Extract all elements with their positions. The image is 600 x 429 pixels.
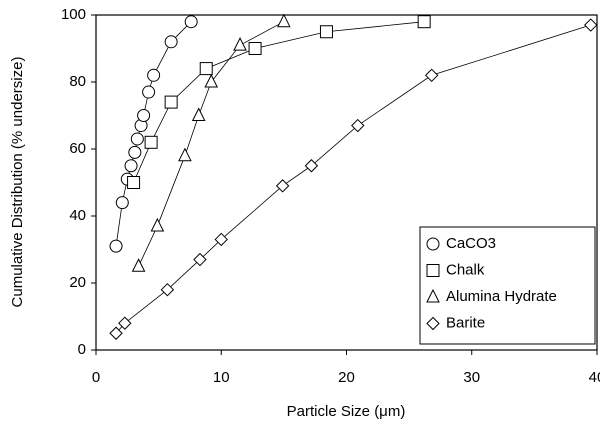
marker <box>424 68 439 83</box>
x-axis-title: Particle Size (μm) <box>287 403 406 420</box>
marker <box>142 85 156 99</box>
x-tick-label: 0 <box>92 369 100 386</box>
legend-label: Alumina Hydrate <box>446 288 557 305</box>
y-tick-label: 100 <box>61 6 86 23</box>
marker <box>277 13 291 28</box>
marker <box>204 73 219 88</box>
marker <box>115 196 129 210</box>
y-tick-label: 0 <box>78 341 86 358</box>
legend-marker <box>426 316 440 331</box>
marker <box>131 258 146 272</box>
series-line <box>115 21 192 247</box>
marker <box>118 316 132 330</box>
marker <box>304 159 319 173</box>
marker <box>248 42 262 55</box>
legend-box <box>419 226 596 345</box>
legend-label: Chalk <box>446 261 485 278</box>
marker <box>191 107 206 121</box>
marker <box>160 282 175 297</box>
marker <box>275 179 290 193</box>
legend-marker <box>426 237 440 251</box>
x-tick-label: 40 <box>589 369 600 386</box>
marker <box>130 132 144 146</box>
marker <box>184 15 198 29</box>
marker <box>584 18 598 32</box>
marker <box>164 95 178 109</box>
marker <box>319 25 333 39</box>
marker <box>144 135 158 149</box>
marker <box>147 68 161 82</box>
marker <box>351 118 365 133</box>
y-tick-label: 40 <box>69 207 86 224</box>
y-tick-label: 80 <box>69 73 86 90</box>
x-tick-label: 10 <box>213 369 230 386</box>
marker <box>137 109 151 122</box>
marker <box>233 37 247 51</box>
legend-marker <box>426 288 440 303</box>
marker <box>124 159 138 173</box>
y-axis-title: Cumulative Distribution (% undersize) <box>9 57 26 308</box>
marker <box>214 232 228 247</box>
marker <box>128 145 142 159</box>
marker <box>127 176 141 189</box>
marker <box>193 252 207 267</box>
legend-label: Barite <box>446 314 485 331</box>
series-line <box>115 24 591 334</box>
marker <box>109 239 123 253</box>
x-tick-label: 30 <box>463 369 480 386</box>
marker <box>164 35 178 49</box>
marker <box>109 326 123 340</box>
marker <box>199 62 213 76</box>
marker <box>178 147 192 162</box>
y-tick-label: 20 <box>69 274 86 291</box>
legend-label: CaCO3 <box>446 235 496 252</box>
marker <box>150 217 165 232</box>
marker <box>417 15 431 29</box>
legend-marker <box>426 264 440 277</box>
x-tick-label: 20 <box>338 369 355 386</box>
y-tick-label: 60 <box>69 140 86 157</box>
